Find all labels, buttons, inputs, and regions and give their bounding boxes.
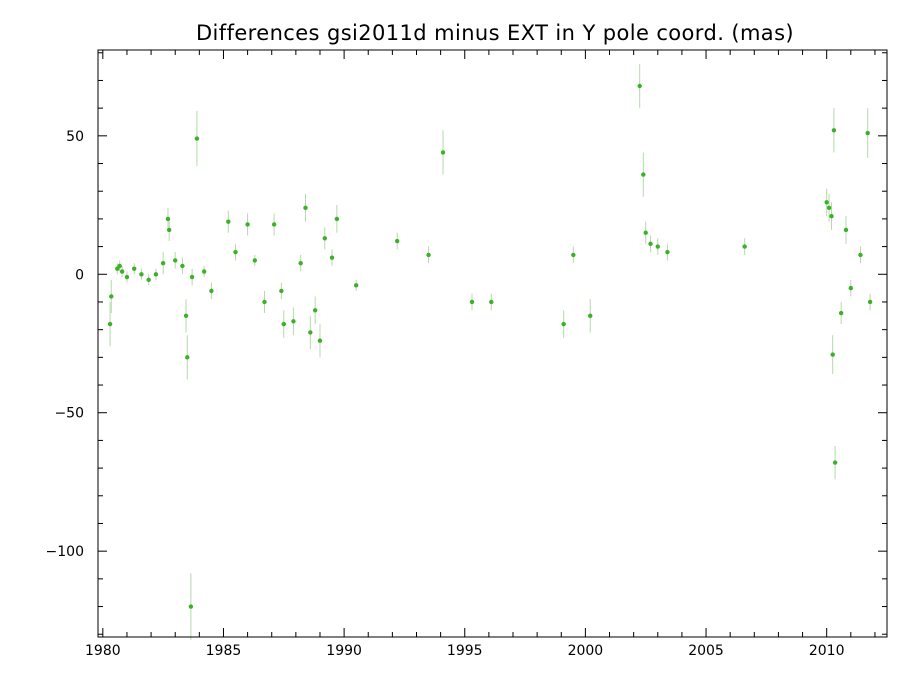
data-point: [329, 255, 335, 260]
data-point: [160, 261, 166, 266]
data-point: [843, 227, 849, 233]
data-point: [831, 128, 837, 133]
x-tick-labels: 1980 1985 1990 1995 2000 2005 2010: [85, 643, 844, 659]
data-point: [183, 313, 189, 319]
data-point: [426, 252, 431, 258]
x-tick-label: 2010: [809, 643, 845, 659]
data-point: [252, 258, 258, 263]
data-point: [832, 460, 838, 465]
data-point: [201, 269, 207, 274]
data-point: [185, 355, 190, 360]
data-point: [353, 283, 359, 288]
data-point: [838, 310, 844, 316]
data-point: [334, 216, 340, 222]
data-point: [865, 130, 870, 136]
data-point: [209, 288, 214, 294]
data-point: [665, 249, 670, 255]
data-point: [637, 83, 642, 89]
data-point: [180, 263, 185, 269]
data-point: [281, 321, 286, 327]
data-point: [824, 200, 829, 205]
y-tick-label: −50: [54, 406, 84, 422]
data-point: [643, 230, 648, 235]
data-point: [561, 321, 566, 327]
plot-frame: [97, 49, 888, 638]
data-point: [571, 252, 576, 258]
data-point: [322, 236, 328, 241]
data-point: [312, 308, 318, 313]
chart-title: Differences gsi2011d minus EXT in Y pole…: [196, 21, 794, 45]
data-point: [271, 222, 277, 227]
x-tick-label: 1995: [447, 643, 483, 659]
x-tick-label: 1990: [326, 643, 362, 659]
data-point: [166, 227, 172, 233]
data-point: [109, 294, 114, 299]
data-point: [830, 352, 835, 357]
y-tick-label: 50: [66, 129, 84, 145]
x-tick-label: 2000: [568, 643, 604, 659]
point-layer: [107, 83, 873, 609]
y-tick-labels: −100 −50 0 50: [46, 129, 84, 560]
data-point: [829, 213, 834, 219]
data-point: [188, 604, 194, 609]
y-tick-label: 0: [75, 267, 84, 283]
data-point: [308, 330, 313, 335]
data-point: [117, 263, 122, 269]
data-point: [139, 272, 144, 277]
data-point: [189, 274, 195, 280]
data-point: [165, 216, 171, 222]
data-point: [655, 244, 660, 249]
data-point: [298, 261, 303, 266]
data-point: [826, 205, 832, 211]
data-point: [173, 258, 178, 263]
data-point: [124, 274, 130, 280]
data-point: [245, 222, 250, 227]
data-point: [489, 299, 494, 305]
x-tick-label: 1985: [206, 643, 242, 659]
data-point: [588, 313, 593, 319]
data-point: [317, 338, 323, 343]
data-point: [440, 150, 446, 155]
data-point: [262, 299, 267, 305]
error-bar-layer: [109, 63, 871, 640]
data-point: [648, 241, 653, 247]
data-point: [848, 285, 854, 291]
data-point: [107, 321, 113, 327]
data-point: [194, 136, 200, 141]
data-point: [233, 249, 238, 255]
data-point: [131, 266, 137, 271]
data-point: [279, 288, 284, 294]
data-point: [858, 252, 863, 258]
data-point: [153, 272, 159, 277]
data-point: [394, 238, 400, 244]
data-point: [226, 219, 231, 224]
tick-layer: [98, 50, 887, 637]
data-point: [291, 319, 296, 324]
data-point: [867, 299, 873, 305]
data-point: [742, 244, 747, 249]
data-point: [146, 277, 151, 283]
y-tick-label: −100: [46, 544, 84, 560]
data-point: [303, 205, 308, 211]
x-tick-label: 2005: [688, 643, 724, 659]
data-point: [119, 269, 125, 274]
data-point: [469, 299, 475, 305]
data-point: [641, 172, 646, 177]
x-tick-label: 1980: [85, 643, 121, 659]
